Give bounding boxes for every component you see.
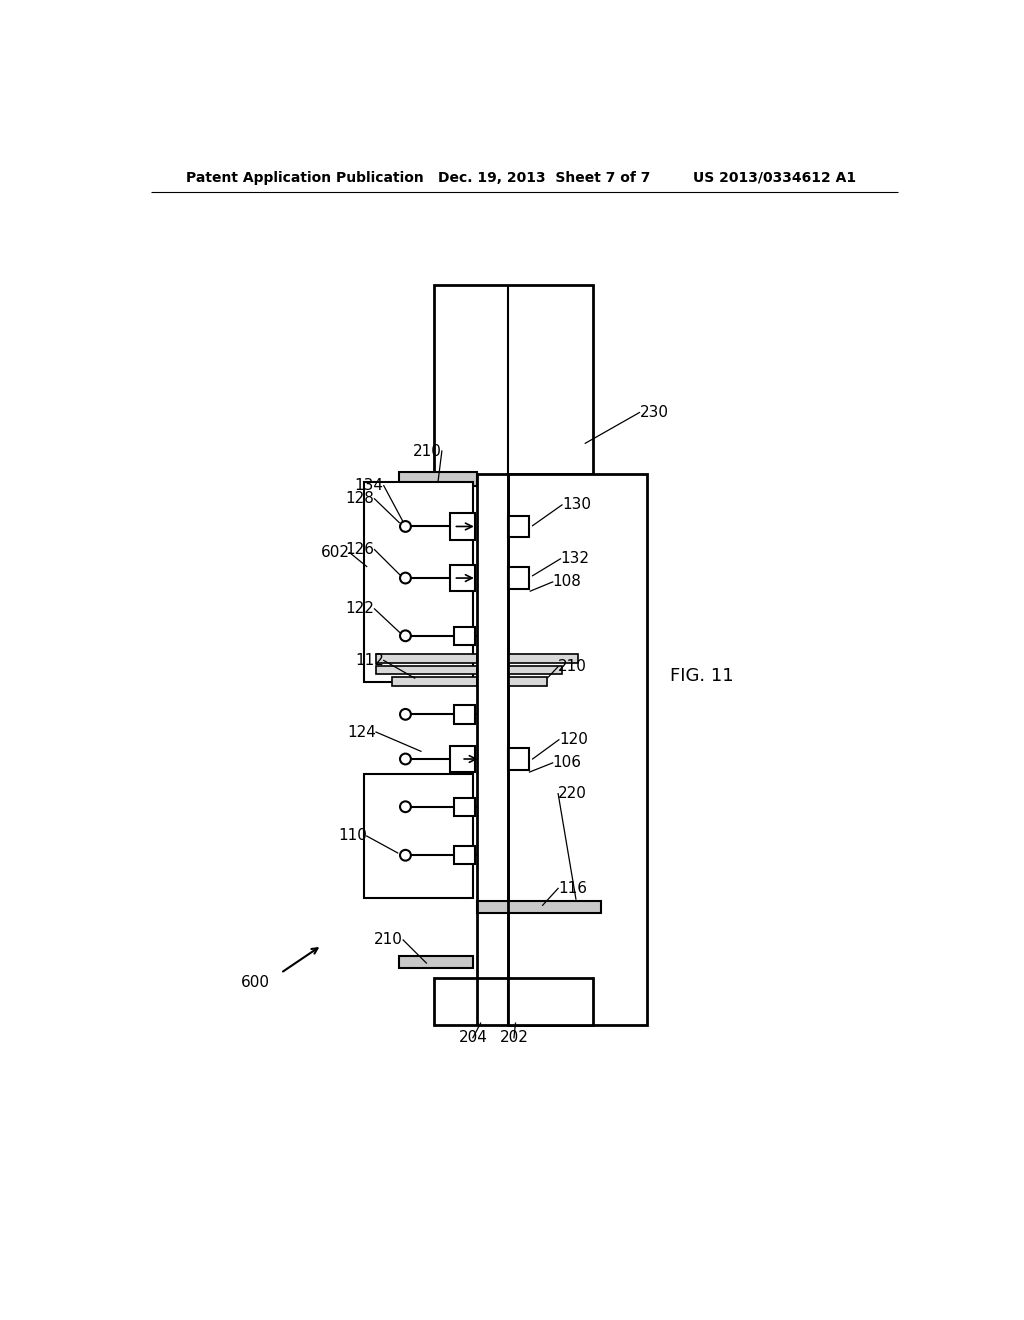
Text: 204: 204	[459, 1030, 487, 1045]
Bar	[508, 665, 562, 675]
Bar	[508, 748, 529, 770]
Text: 124: 124	[347, 725, 376, 739]
Bar	[508, 516, 529, 537]
Bar	[477, 900, 601, 913]
Text: FIG. 11: FIG. 11	[671, 667, 734, 685]
Text: 110: 110	[338, 829, 367, 843]
Bar	[434, 285, 593, 474]
Text: 120: 120	[559, 733, 588, 747]
Text: Dec. 19, 2013  Sheet 7 of 7: Dec. 19, 2013 Sheet 7 of 7	[438, 170, 650, 185]
Circle shape	[400, 573, 411, 583]
Bar	[508, 677, 547, 686]
Bar	[450, 746, 475, 772]
Bar	[365, 775, 473, 898]
Text: 132: 132	[560, 552, 590, 566]
Text: 128: 128	[345, 491, 375, 507]
Text: 600: 600	[241, 974, 270, 990]
Text: 134: 134	[354, 478, 384, 494]
Text: 210: 210	[558, 659, 587, 675]
Bar	[454, 705, 475, 723]
Bar	[376, 665, 477, 675]
Text: 230: 230	[640, 405, 669, 420]
Text: 210: 210	[374, 932, 403, 948]
Bar	[365, 482, 473, 682]
Bar	[399, 956, 473, 969]
Text: 210: 210	[413, 444, 442, 458]
Text: 106: 106	[553, 755, 582, 771]
Circle shape	[400, 801, 411, 812]
Bar	[454, 627, 475, 645]
Bar	[454, 797, 475, 816]
Circle shape	[400, 631, 411, 642]
Bar	[450, 513, 475, 540]
Text: Patent Application Publication: Patent Application Publication	[186, 170, 424, 185]
Circle shape	[400, 754, 411, 764]
Circle shape	[400, 521, 411, 532]
Bar	[508, 474, 647, 1024]
Text: 130: 130	[562, 498, 591, 512]
Bar	[508, 655, 578, 663]
Text: 108: 108	[553, 574, 582, 590]
Text: 116: 116	[558, 880, 587, 896]
Circle shape	[400, 850, 411, 861]
Text: 122: 122	[345, 602, 375, 616]
Text: 602: 602	[321, 545, 349, 560]
Bar	[391, 677, 477, 686]
Bar	[450, 565, 475, 591]
Text: 202: 202	[500, 1030, 528, 1045]
Text: 220: 220	[558, 787, 587, 801]
Bar	[508, 568, 529, 589]
Circle shape	[400, 709, 411, 719]
Bar	[399, 471, 477, 486]
Text: US 2013/0334612 A1: US 2013/0334612 A1	[693, 170, 856, 185]
Text: 112: 112	[355, 653, 384, 668]
Bar	[434, 978, 593, 1024]
Text: 126: 126	[345, 543, 375, 557]
Bar	[376, 655, 477, 663]
Bar	[454, 846, 475, 865]
